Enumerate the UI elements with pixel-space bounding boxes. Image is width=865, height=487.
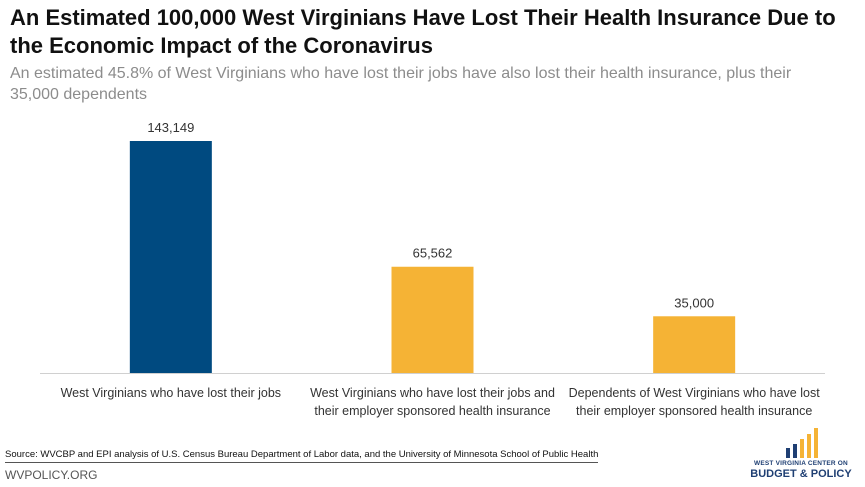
data-label: 35,000 [674,295,714,310]
source-note: Source: WVCBP and EPI analysis of U.S. C… [5,449,599,463]
wvcbp-logo: WEST VIRGINIA CENTER ON BUDGET & POLICY [748,422,854,482]
bar [653,316,736,373]
chart-title: An Estimated 100,000 West Virginians Hav… [10,5,836,58]
bar [391,266,474,373]
bar [129,141,212,373]
chart-subtitle: An estimated 45.8% of West Virginians wh… [10,65,792,103]
data-label: 65,562 [413,246,453,261]
logo-text-line2: BUDGET & POLICY [750,468,852,480]
logo-text-line1: WEST VIRGINIA CENTER ON [754,460,848,467]
logo-bars-icon [786,428,818,458]
category-label: West Virginians who have lost their jobs… [310,386,555,418]
website-link[interactable]: WVPOLICY.ORG [5,468,98,482]
category-label: Dependents of West Virginians who have l… [568,386,820,418]
data-label: 143,149 [147,120,194,135]
category-label: West Virginians who have lost their jobs [60,386,282,400]
